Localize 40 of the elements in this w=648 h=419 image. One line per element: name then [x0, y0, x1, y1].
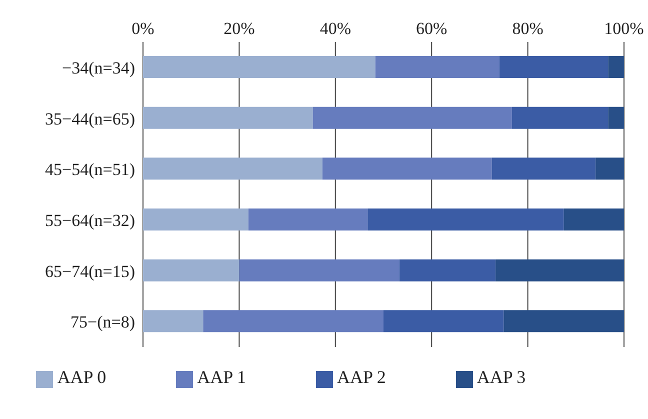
y-tick-label: 55−64(n=32): [45, 210, 135, 230]
x-tick-label: 60%: [416, 19, 448, 38]
bar: [143, 56, 376, 78]
bar: [496, 259, 624, 282]
bar: [564, 208, 624, 230]
bar: [248, 208, 368, 230]
bar: [499, 56, 608, 78]
x-tick-label: 40%: [320, 19, 351, 38]
x-tick-label: 20%: [224, 19, 255, 38]
bar: [143, 158, 322, 180]
x-tick-label: 100%: [604, 19, 644, 38]
bar: [239, 259, 400, 282]
bar: [368, 208, 564, 230]
y-tick-label: −34(n=34): [62, 58, 135, 78]
y-tick-label: 75−(n=8): [70, 312, 135, 332]
bar: [203, 310, 384, 332]
bar: [143, 259, 240, 282]
bar: [143, 310, 204, 332]
legend-label: AAP 3: [476, 367, 526, 387]
bar: [608, 106, 624, 129]
bar: [492, 158, 596, 180]
legend-label: AAP 0: [57, 367, 106, 387]
bar: [608, 56, 624, 78]
legend-label: AAP 1: [197, 367, 246, 387]
bar: [384, 310, 504, 332]
bar: [312, 106, 512, 129]
x-tick-label: 0%: [132, 19, 154, 38]
bar: [504, 310, 624, 332]
y-tick-label: 45−54(n=51): [45, 160, 135, 180]
bar: [399, 259, 496, 282]
bar: [143, 106, 313, 129]
bar: [375, 56, 500, 78]
x-tick-label: 80%: [512, 19, 544, 38]
legend-label: AAP 2: [337, 367, 386, 387]
y-tick-label: 35−44(n=65): [45, 109, 135, 128]
y-tick-label: 65−74(n=15): [45, 262, 135, 281]
bar: [512, 106, 608, 129]
bar: [322, 158, 492, 180]
bar: [596, 158, 624, 180]
bar: [143, 208, 248, 230]
